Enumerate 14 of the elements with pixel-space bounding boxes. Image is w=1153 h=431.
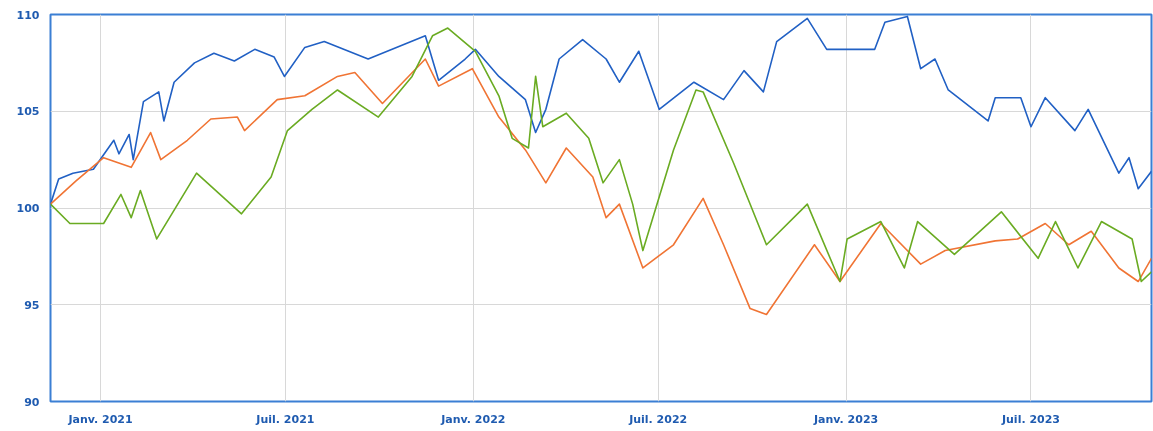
x-tick-label: Juil. 2022: [628, 412, 688, 426]
y-tick-label: 100: [16, 202, 40, 215]
line-series: [50, 58, 1152, 316]
y-tick-label: 95: [24, 298, 40, 312]
x-tick-label: Janv. 2023: [813, 412, 879, 426]
y-tick-label: 105: [16, 105, 40, 119]
x-tick-label: Juil. 2023: [1000, 412, 1061, 426]
x-tick-label: Janv. 2022: [440, 412, 506, 426]
x-tick-label: Juil. 2021: [255, 412, 315, 426]
line-series: [50, 15, 1152, 205]
y-tick-label: 110: [16, 8, 40, 22]
y-tick-label: 90: [24, 395, 40, 409]
line-series: [50, 27, 1152, 283]
x-tick-label: Janv. 2021: [67, 412, 133, 426]
